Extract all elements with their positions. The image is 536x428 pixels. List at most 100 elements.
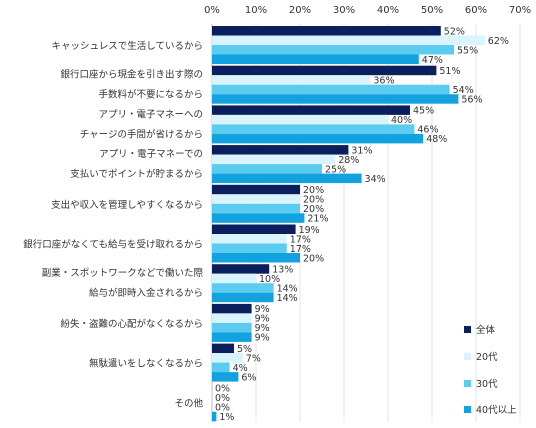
- category-label: アプリ・電子マネーへの: [98, 109, 203, 120]
- bar: [212, 203, 300, 214]
- x-tick-label: 70%: [509, 5, 531, 16]
- x-tick-label: 10%: [245, 5, 267, 16]
- bar: [212, 94, 459, 104]
- value-label: 9%: [255, 304, 270, 315]
- bar: [212, 26, 441, 36]
- bar: [212, 213, 305, 223]
- bar: [212, 332, 252, 342]
- bar: [212, 264, 270, 274]
- category-label: 支払いでポイントが貯まるから: [70, 168, 203, 180]
- bar: [212, 273, 256, 284]
- bar: [212, 75, 371, 85]
- category-label: 銀行口座から現金を引き出す際の: [60, 69, 203, 81]
- x-tick-label: 40%: [377, 5, 399, 16]
- value-label: 28%: [338, 155, 359, 166]
- bar: [212, 224, 296, 234]
- bar: [212, 124, 415, 134]
- x-tick-label: 20%: [289, 5, 311, 16]
- bar: [212, 65, 437, 76]
- value-label: 52%: [444, 26, 465, 37]
- bar: [212, 253, 300, 263]
- bar: [212, 154, 336, 165]
- value-label: 20%: [303, 195, 324, 206]
- x-axis-ticks: 0% 10% 20% 30% 40% 50% 60% 70%: [204, 5, 531, 16]
- category-label: 銀行口座がなくても給与を受け取れるから: [23, 239, 203, 251]
- value-label: 0%: [215, 403, 230, 414]
- value-label: 62%: [488, 36, 509, 47]
- value-label: 21%: [307, 214, 328, 225]
- bar: [212, 194, 300, 204]
- bar: [212, 35, 485, 45]
- bar: [212, 184, 300, 195]
- value-label: 20%: [303, 185, 324, 196]
- bar: [212, 234, 287, 244]
- category-label: アプリ・電子マネーでの: [99, 149, 203, 160]
- value-label: 9%: [255, 314, 270, 325]
- value-label: 17%: [290, 244, 311, 255]
- legend-swatch: [464, 353, 471, 360]
- bar: [212, 105, 410, 115]
- value-label: 45%: [413, 106, 434, 117]
- value-label: 34%: [365, 174, 386, 185]
- bar: [212, 173, 362, 184]
- x-tick-label: 60%: [465, 5, 487, 16]
- value-label: 17%: [290, 234, 311, 245]
- value-label: 10%: [259, 274, 280, 285]
- value-label: 36%: [373, 76, 394, 87]
- value-label: 5%: [237, 344, 252, 355]
- legend-label: 全体: [476, 324, 496, 336]
- category-label: その他: [174, 397, 203, 409]
- category-label: チャージの手間が省けるから: [80, 128, 203, 140]
- value-label: 56%: [461, 95, 482, 106]
- value-label: 20%: [303, 253, 324, 264]
- bar: [212, 243, 287, 253]
- bar: [212, 45, 454, 55]
- bar: [212, 313, 252, 323]
- category-label: 支出や収入を管理しやすくなるから: [51, 199, 203, 211]
- value-label: 40%: [391, 115, 412, 126]
- bar: [212, 283, 274, 293]
- legend-swatch: [464, 326, 471, 333]
- legend: 全体 20代 30代 40代以上: [464, 324, 517, 416]
- value-label: 13%: [272, 265, 293, 276]
- category-label: 副業・スポットワークなどで働いた際: [42, 267, 204, 279]
- category-label: キャッシュレスで生活しているから: [51, 40, 203, 52]
- value-label: 9%: [255, 323, 270, 334]
- bar: [212, 303, 252, 314]
- bar: [212, 164, 322, 174]
- bar: [212, 84, 450, 95]
- category-label: 給与が即時入金されるから: [89, 287, 203, 299]
- bar: [212, 372, 239, 382]
- x-tick-label: 0%: [204, 5, 220, 16]
- category-labels: キャッシュレスで生活しているから銀行口座から現金を引き出す際の手数料が不要になる…: [23, 40, 203, 409]
- value-label: 0%: [215, 384, 230, 395]
- bar: [212, 411, 217, 422]
- bar: [212, 322, 252, 333]
- bar: [212, 353, 243, 363]
- x-tick-label: 30%: [333, 5, 355, 16]
- value-label: 19%: [299, 225, 320, 236]
- bars: [212, 26, 485, 422]
- legend-label: 30代: [476, 379, 498, 390]
- bar: [212, 54, 419, 64]
- value-label: 0%: [215, 393, 230, 404]
- value-label: 14%: [277, 293, 298, 304]
- bar: [212, 362, 230, 373]
- value-labels: 52%51%45%31%20%19%13%9%5%0%62%36%40%28%2…: [215, 26, 509, 423]
- value-label: 14%: [277, 284, 298, 295]
- legend-swatch: [464, 406, 471, 413]
- bar: [212, 343, 234, 354]
- value-label: 51%: [439, 66, 460, 77]
- value-label: 31%: [351, 145, 372, 156]
- bar: [212, 145, 349, 155]
- value-label: 48%: [426, 134, 447, 145]
- value-label: 25%: [325, 164, 346, 175]
- value-label: 55%: [457, 45, 478, 56]
- value-label: 46%: [417, 125, 438, 136]
- category-label: 手数料が不要になるから: [98, 89, 203, 101]
- value-label: 9%: [255, 333, 270, 344]
- value-label: 4%: [233, 363, 248, 374]
- value-label: 1%: [219, 412, 234, 423]
- legend-swatch: [464, 380, 471, 387]
